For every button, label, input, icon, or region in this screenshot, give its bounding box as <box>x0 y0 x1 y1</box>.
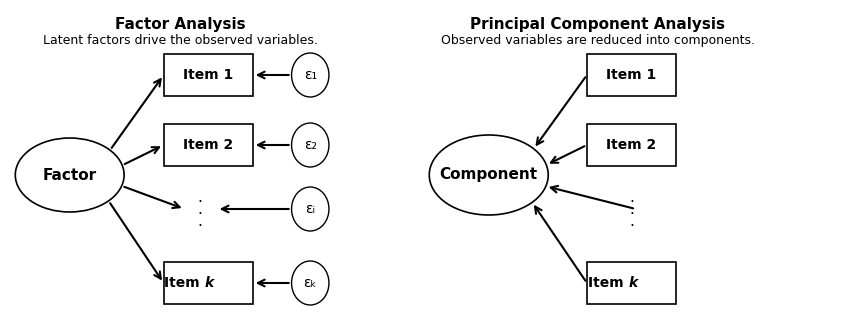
Text: .
.
.: . . . <box>197 190 202 229</box>
FancyBboxPatch shape <box>586 124 676 166</box>
Text: Factor Analysis: Factor Analysis <box>115 17 246 32</box>
Text: Item 2: Item 2 <box>606 138 657 152</box>
Circle shape <box>292 187 329 231</box>
Text: Observed variables are reduced into components.: Observed variables are reduced into comp… <box>440 34 755 47</box>
Text: k: k <box>628 276 638 290</box>
Text: Factor: Factor <box>42 167 97 182</box>
Text: Item: Item <box>164 276 205 290</box>
FancyBboxPatch shape <box>163 262 253 304</box>
FancyBboxPatch shape <box>163 54 253 96</box>
Text: εₖ: εₖ <box>303 276 317 290</box>
Circle shape <box>292 261 329 305</box>
Text: Item 2: Item 2 <box>183 138 234 152</box>
Text: Component: Component <box>439 167 538 182</box>
Text: k: k <box>205 276 214 290</box>
Ellipse shape <box>429 135 548 215</box>
Text: Item: Item <box>587 276 628 290</box>
Text: Principal Component Analysis: Principal Component Analysis <box>470 17 725 32</box>
Circle shape <box>292 53 329 97</box>
Text: ε₁: ε₁ <box>303 68 317 82</box>
FancyBboxPatch shape <box>586 262 676 304</box>
Text: ε₂: ε₂ <box>303 138 317 152</box>
Text: Latent factors drive the observed variables.: Latent factors drive the observed variab… <box>42 34 318 47</box>
FancyBboxPatch shape <box>163 124 253 166</box>
Circle shape <box>292 123 329 167</box>
Text: Item 1: Item 1 <box>606 68 657 82</box>
Text: Item 1: Item 1 <box>183 68 234 82</box>
Text: .
.
.: . . . <box>629 190 634 229</box>
FancyBboxPatch shape <box>586 54 676 96</box>
Ellipse shape <box>15 138 124 212</box>
Text: εᵢ: εᵢ <box>305 202 315 216</box>
